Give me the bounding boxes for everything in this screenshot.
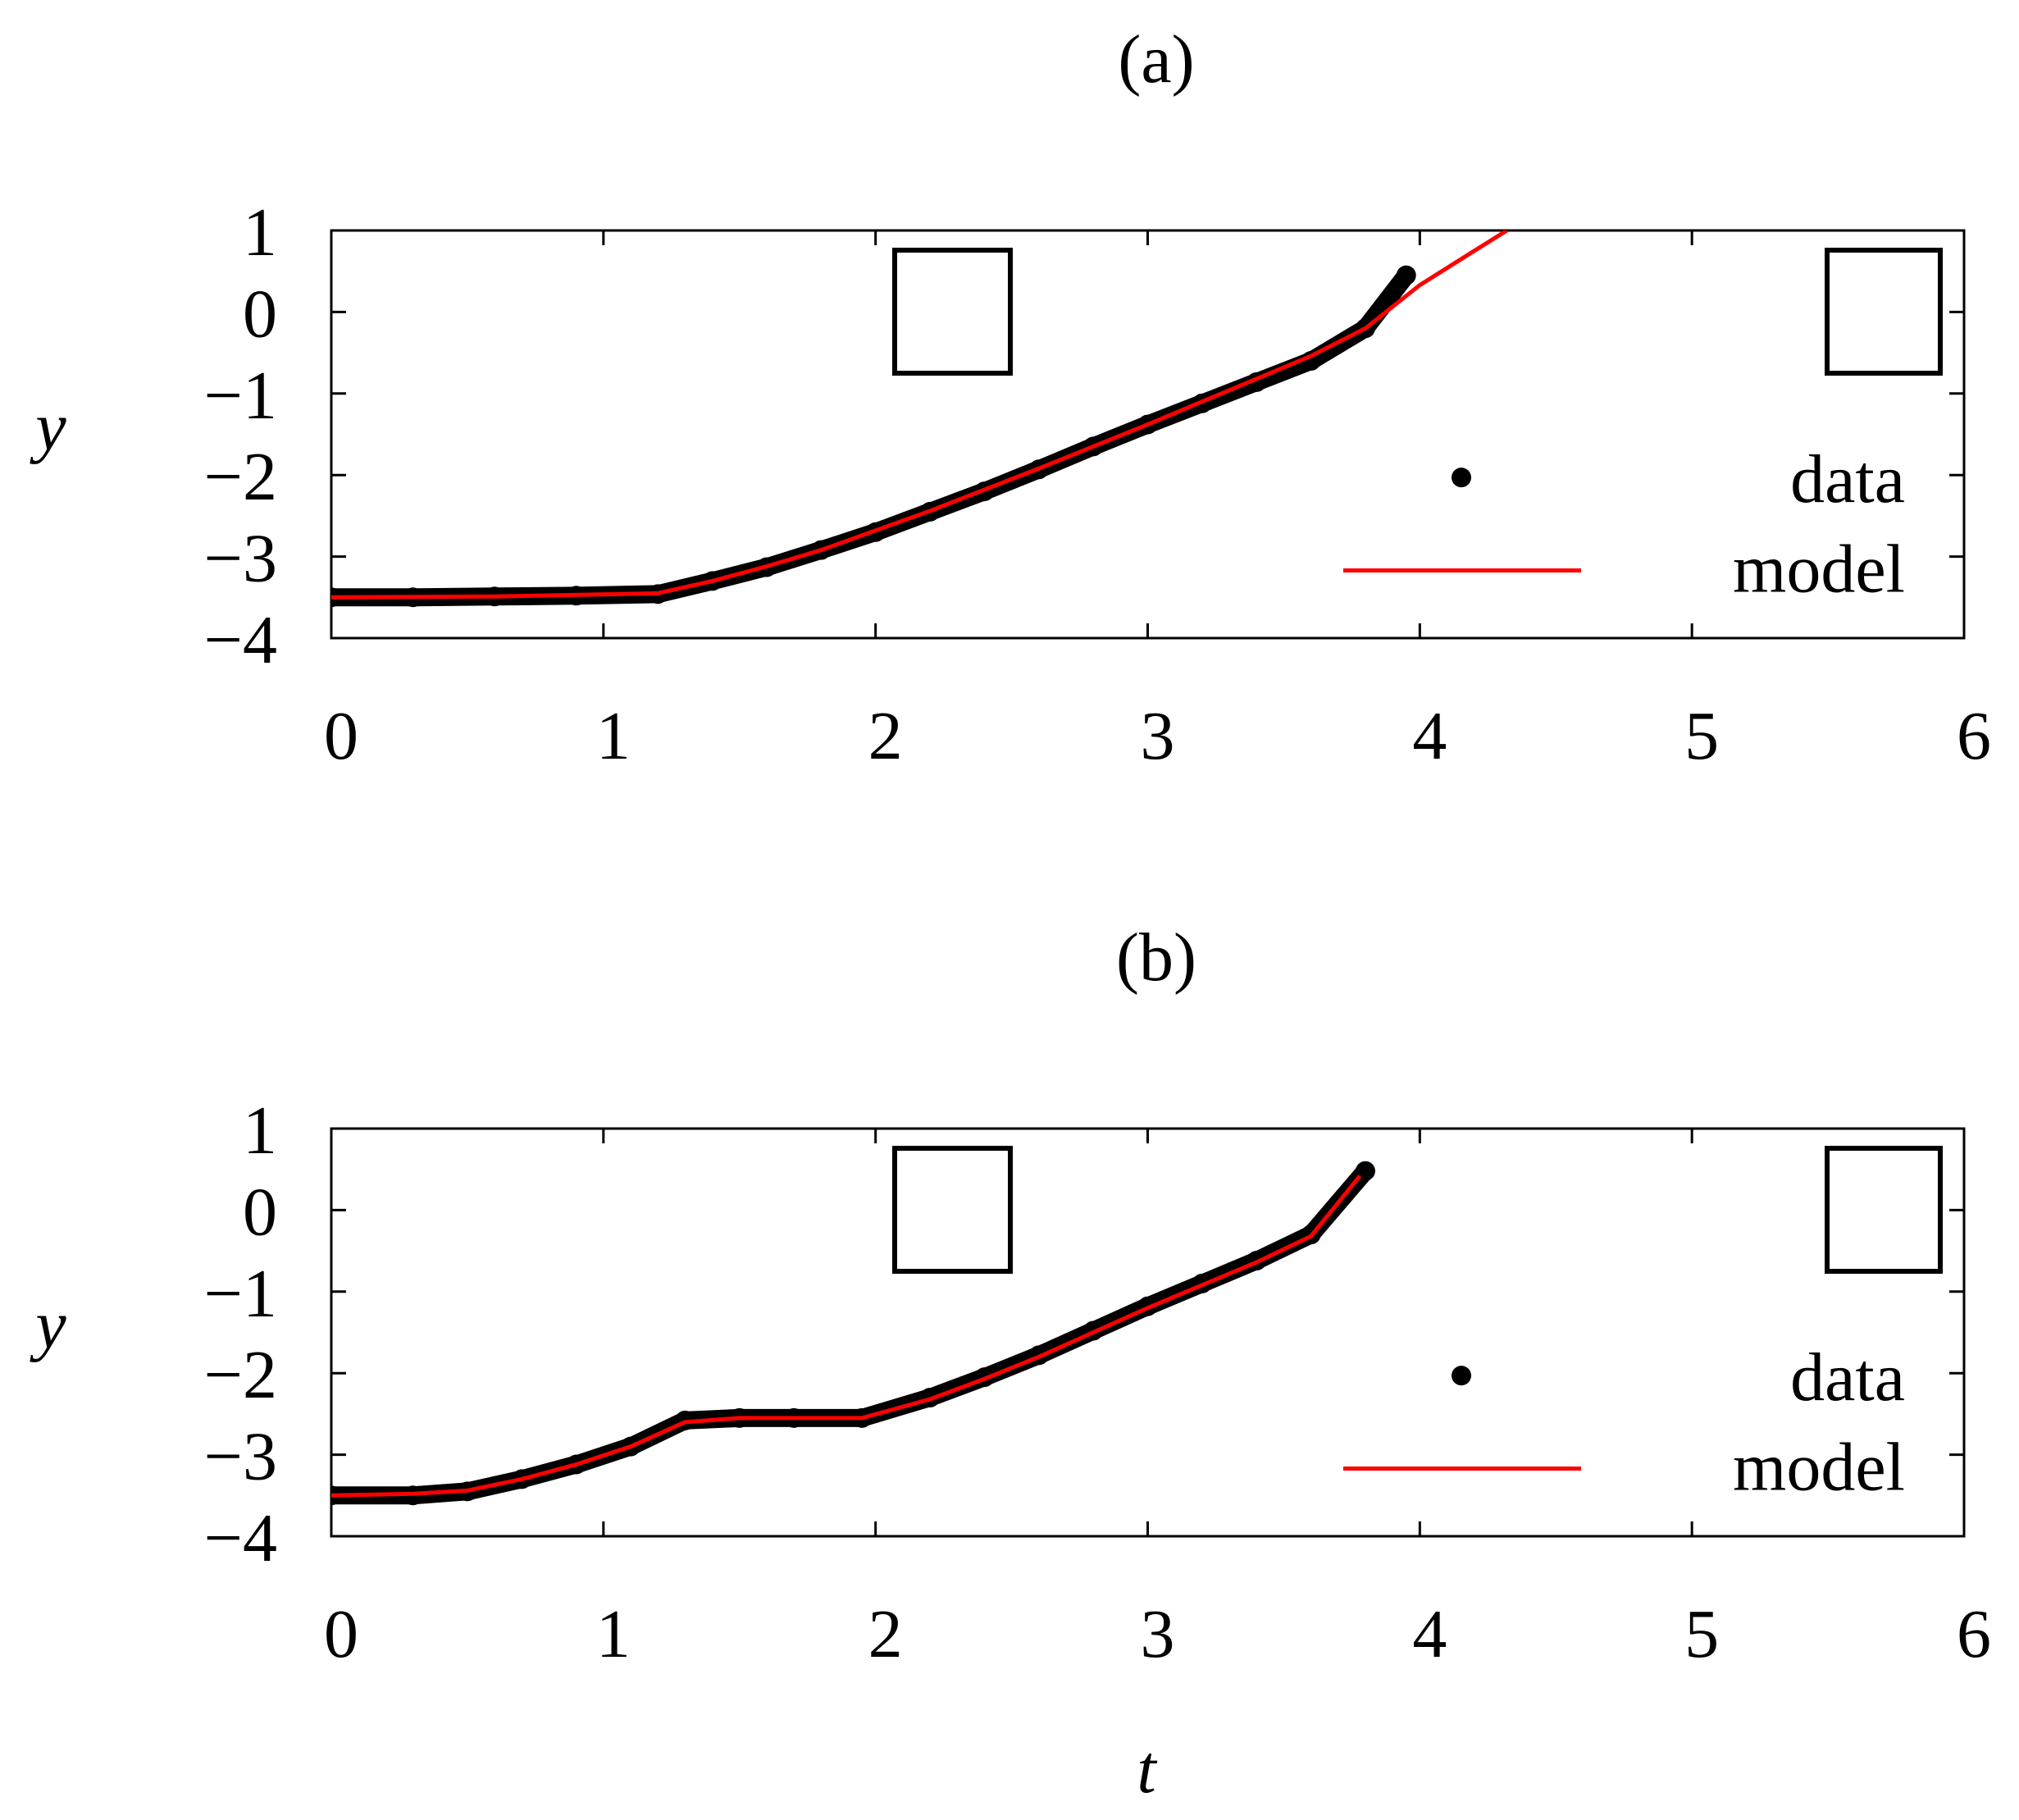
panel-a-xtick-label: 5 xyxy=(1684,698,1719,774)
panel-b-empty-box-2 xyxy=(1825,1146,1943,1274)
panel-b-legend-data-marker xyxy=(1452,1366,1471,1386)
panel-b-xtick-label: 4 xyxy=(1412,1596,1447,1672)
panel-b-xtick-label: 3 xyxy=(1141,1596,1175,1672)
panel-a-legend-data-marker xyxy=(1452,468,1471,488)
panel-b-plot-area xyxy=(331,1161,1375,1506)
panel-b-xtick-label: 2 xyxy=(868,1596,903,1672)
panel-b-ytick-label: −2 xyxy=(204,1337,277,1413)
panel-a-xtick-label: 1 xyxy=(596,698,631,774)
panel-b-ytick-label: −1 xyxy=(204,1256,277,1332)
panel-b-legend-model-label: model xyxy=(1733,1430,1905,1506)
panel-a-ylabel: y xyxy=(29,389,66,465)
panel-b-data-point xyxy=(1355,1161,1375,1181)
panel-a-xtick-label: 3 xyxy=(1141,698,1175,774)
panel-a-series-data-trace xyxy=(331,266,1415,607)
panel-a-ytick-label: −4 xyxy=(204,602,277,678)
panel-b-legend-data-label: data xyxy=(1790,1339,1905,1416)
panel-a-legend: data model xyxy=(1343,441,1905,608)
panel-a-empty-box-1 xyxy=(892,248,1013,376)
panel-b-xtick-label: 5 xyxy=(1684,1596,1719,1672)
panel-a-series-model-line xyxy=(331,230,1508,600)
panel-b-xtick-label: 1 xyxy=(596,1596,631,1672)
panel-b-legend: data model xyxy=(1343,1339,1905,1506)
panel-a-ytick-label: 0 xyxy=(243,276,277,352)
panel-a-xtick-label: 4 xyxy=(1412,698,1447,774)
panel-a-legend-model-label: model xyxy=(1733,531,1905,608)
panel-a-ytick-label: −2 xyxy=(204,439,277,515)
panel-b-ytick-label: −4 xyxy=(204,1500,277,1576)
panel-a-plot-area xyxy=(331,230,1508,608)
panel-b-empty-box-1 xyxy=(892,1146,1013,1274)
panel-a-ytick-label: −3 xyxy=(204,521,277,597)
panel-b-xtick-label: 0 xyxy=(324,1596,358,1672)
panel-b-ylabel: y xyxy=(29,1287,66,1363)
panel-a-xtick-label: 0 xyxy=(324,698,358,774)
panel-a-xtick-label: 6 xyxy=(1957,698,1991,774)
panel-b-ytick-label: 1 xyxy=(243,1092,277,1169)
panel-a-legend-data-label: data xyxy=(1790,441,1905,518)
panel-b-series-model-line xyxy=(331,1175,1362,1498)
panel-a-title: (a) xyxy=(1118,21,1194,98)
panel-a-empty-box-2 xyxy=(1825,248,1943,376)
panel-a-xtick-label: 2 xyxy=(868,698,903,774)
panel-b-ytick-label: 0 xyxy=(243,1174,277,1250)
panel-a-ytick-label: 1 xyxy=(243,194,277,271)
panel-a-data-point xyxy=(1396,265,1416,285)
panel-b-plot-frame xyxy=(330,1127,1966,1538)
panel-b-xlabel: t xyxy=(1137,1731,1158,1808)
panel-b-title: (b) xyxy=(1116,919,1196,996)
panel-a-ytick-label: −1 xyxy=(204,358,277,434)
panel-b-series-data-trace xyxy=(331,1161,1374,1505)
panel-b-ytick-label: −3 xyxy=(204,1419,277,1495)
panel-b-xtick-label: 6 xyxy=(1957,1596,1991,1672)
